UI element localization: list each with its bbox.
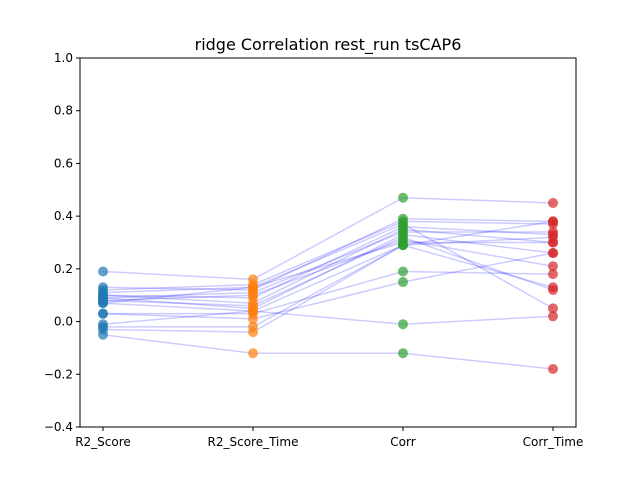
data-point-corr-time	[548, 261, 558, 272]
x-tick-label: Corr	[390, 435, 415, 449]
y-tick-label: 0.2	[54, 262, 73, 276]
data-point-corr	[398, 192, 408, 203]
connector-line	[102, 310, 254, 325]
connector-line	[102, 312, 254, 320]
data-point-corr	[398, 277, 408, 288]
connector-line	[252, 220, 404, 286]
connector-line	[102, 294, 254, 299]
connector-line	[402, 252, 554, 283]
connector-line	[102, 328, 254, 333]
data-point-r2-score-time	[248, 327, 258, 338]
connector-line	[102, 283, 254, 291]
connector-line	[252, 228, 404, 304]
connector-line	[102, 286, 254, 304]
connector-line	[102, 286, 254, 294]
connector-line	[402, 270, 554, 275]
data-point-r2-score	[98, 298, 108, 309]
connector-line	[252, 244, 404, 333]
data-point-corr-time	[548, 232, 558, 243]
data-point-corr	[398, 348, 408, 359]
connector-line	[252, 236, 404, 307]
y-axis: −0.4 −0.2 0.0 0.2 0.4 0.6 0.8 1.0	[44, 51, 80, 434]
connector-line	[402, 225, 554, 236]
y-tick-label: −0.2	[44, 367, 73, 381]
connector-line	[252, 218, 404, 291]
data-point-corr	[398, 240, 408, 251]
data-point-corr-time	[548, 269, 558, 280]
y-tick-label: 0.0	[54, 315, 73, 329]
connector-line	[102, 294, 254, 304]
connector-line	[252, 241, 404, 289]
y-tick-label: 0.6	[54, 156, 73, 170]
data-point-corr-time	[548, 282, 558, 293]
y-tick-label: 1.0	[54, 51, 73, 65]
data-point-corr-time	[548, 248, 558, 259]
data-point-r2-score-time	[248, 290, 258, 301]
x-tick-label: R2_Score_Time	[208, 435, 299, 449]
connector-line	[102, 291, 254, 299]
connector-line	[402, 220, 554, 246]
plot-frame	[79, 57, 577, 428]
connector-line	[252, 244, 404, 312]
data-point-corr	[398, 319, 408, 330]
connector-line	[252, 244, 404, 328]
connector-line	[402, 233, 554, 254]
connector-line	[252, 223, 404, 288]
connector-line	[252, 239, 404, 296]
data-point-r2-score-time	[248, 348, 258, 359]
connector-line	[252, 233, 404, 310]
connector-line	[102, 334, 254, 354]
connector-line	[402, 236, 554, 291]
y-tick-label: 0.8	[54, 104, 73, 118]
connector-line	[402, 239, 554, 267]
connector-line	[402, 244, 554, 289]
connector-line	[402, 218, 554, 223]
data-point-corr-time	[548, 311, 558, 322]
connector-line	[402, 196, 554, 204]
data-point-corr-time	[548, 216, 558, 227]
connector-line	[252, 226, 404, 299]
y-tick-label: 0.4	[54, 209, 73, 223]
connector-line	[102, 299, 254, 307]
data-point-r2-score-time	[248, 313, 258, 324]
connector-line	[252, 197, 404, 281]
x-tick-label: Corr_Time	[523, 435, 584, 449]
data-point-corr-time	[548, 197, 558, 208]
connector-line	[102, 294, 254, 302]
connector-line	[102, 270, 254, 281]
connector-line	[252, 310, 404, 325]
chart-title: ridge Correlation rest_run tsCAP6	[195, 35, 462, 55]
data-point-r2-score	[98, 329, 108, 340]
data-point-r2-score	[98, 308, 108, 319]
connector-line	[402, 352, 554, 370]
connector-line	[402, 220, 554, 225]
connector-line	[252, 281, 404, 320]
connector-line	[252, 270, 404, 315]
data-point-corr	[398, 266, 408, 277]
connector-line	[102, 286, 254, 291]
connector-line	[402, 228, 554, 244]
x-tick-label: R2_Score	[75, 435, 131, 449]
connector-line	[402, 315, 554, 325]
x-axis: R2_Score R2_Score_Time Corr Corr_Time	[75, 427, 583, 449]
data-point-corr-time	[548, 364, 558, 375]
connector-line	[402, 223, 554, 310]
y-tick-label: −0.4	[44, 420, 73, 434]
data-point-corr-time	[548, 303, 558, 314]
data-points	[98, 192, 558, 375]
connector-line	[402, 236, 554, 246]
data-point-r2-score-time	[248, 282, 258, 293]
data-point-r2-score	[98, 266, 108, 277]
connector-line	[102, 297, 254, 310]
connector-line	[252, 231, 404, 294]
connector-line	[102, 302, 254, 312]
data-point-r2-score-time	[248, 306, 258, 317]
connector-lines	[102, 196, 554, 370]
